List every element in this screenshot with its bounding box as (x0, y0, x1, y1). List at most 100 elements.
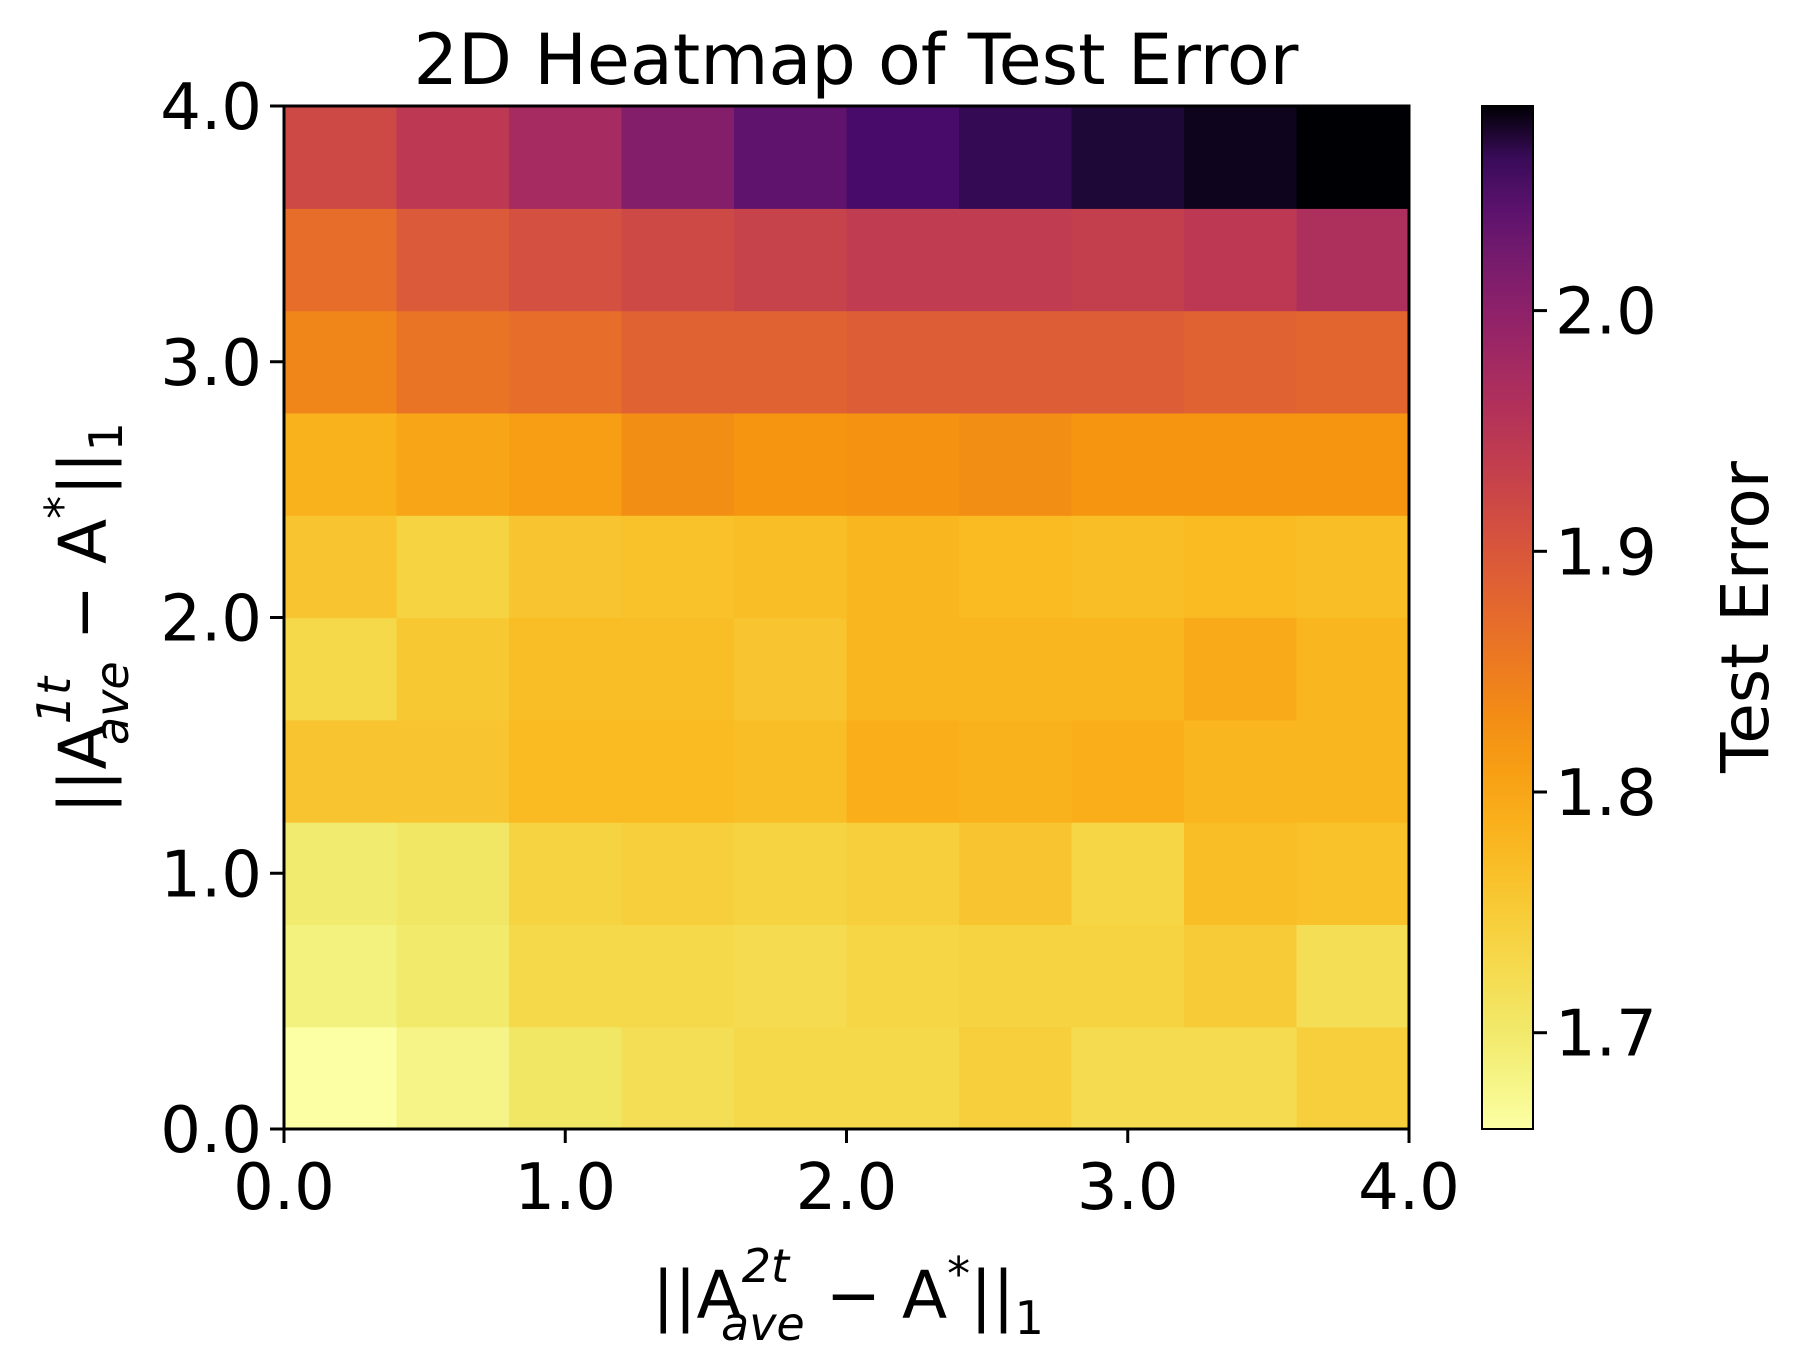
heatmap-cell (509, 924, 623, 1028)
heatmap-cell (734, 412, 848, 516)
heatmap-cell (1071, 719, 1185, 823)
heatmap-cell (1184, 1026, 1298, 1130)
heatmap-cell (621, 617, 735, 721)
x-tick-label: 2.0 (796, 1151, 898, 1225)
y-tick-label: 1.0 (160, 838, 262, 912)
heatmap-cell (959, 412, 1073, 516)
heatmap-cell (846, 208, 960, 312)
heatmap-cell (959, 106, 1073, 209)
heatmap-cell (509, 310, 623, 414)
heatmap-cell (959, 310, 1073, 414)
x-axis-label-sub: ave (721, 1297, 805, 1351)
y-axis-label-open: ||A (45, 724, 122, 814)
heatmap-cell (509, 515, 623, 619)
heatmap-cell (734, 1026, 848, 1130)
colorbar-tick-label: 1.7 (1555, 998, 1657, 1072)
heatmap-cell (1184, 719, 1298, 823)
heatmap-cell (396, 106, 510, 209)
x-tick-label: 3.0 (1077, 1151, 1179, 1225)
x-axis-label-star: * (947, 1247, 970, 1301)
heatmap-cell (959, 924, 1073, 1028)
heatmap-cell (284, 208, 398, 312)
heatmap-cell (1296, 617, 1410, 721)
heatmap-cell (959, 1026, 1073, 1130)
heatmap-cell (284, 412, 398, 516)
heatmap-cell (509, 822, 623, 925)
heatmap-cell (509, 106, 623, 209)
heatmap-cell (1184, 515, 1298, 619)
heatmap-cell (396, 617, 510, 721)
heatmap-cell (734, 106, 848, 209)
heatmap-cell (846, 310, 960, 414)
heatmap-cell (621, 515, 735, 619)
y-axis-label: ||A1tave − A*||1 (27, 422, 139, 814)
heatmap-cell (1296, 106, 1410, 209)
heatmap-cell (1071, 208, 1185, 312)
heatmap-cell (1184, 412, 1298, 516)
heatmap-cell (846, 822, 960, 925)
heatmap-cell (509, 719, 623, 823)
heatmap-cell (396, 515, 510, 619)
heatmap-cell (846, 515, 960, 619)
heatmap-cell (1071, 1026, 1185, 1130)
heatmap-cell (1296, 208, 1410, 312)
y-axis-label-star: * (35, 496, 89, 519)
heatmap-cell (1184, 208, 1298, 312)
heatmap-cell (284, 1026, 398, 1130)
heatmap-cell (1071, 412, 1185, 516)
heatmap-cell (621, 924, 735, 1028)
heatmap-cell (734, 515, 848, 619)
y-axis-label-close: || (45, 451, 122, 495)
heatmap-cell (396, 1026, 510, 1130)
heatmap-cell (509, 1026, 623, 1130)
colorbar-frame (1481, 105, 1534, 1130)
heatmap-cell (959, 617, 1073, 721)
heatmap-cell (284, 515, 398, 619)
y-tick-label: 3.0 (160, 327, 262, 401)
heatmap-cell (284, 106, 398, 209)
heatmap-cell (284, 617, 398, 721)
heatmap-cell (1296, 719, 1410, 823)
heatmap-cell (846, 617, 960, 721)
heatmap-cell (846, 412, 960, 516)
heatmap-cell (284, 719, 398, 823)
x-tick-label: 0.0 (233, 1151, 335, 1225)
heatmap-cell (1071, 310, 1185, 414)
heatmap-cell (1296, 822, 1410, 925)
y-tick-label: 4.0 (160, 71, 262, 145)
heatmap-cell (396, 924, 510, 1028)
heatmap-cell (1184, 617, 1298, 721)
heatmap-cell (734, 617, 848, 721)
heatmap-cell (1071, 106, 1185, 209)
heatmap-cell (1296, 515, 1410, 619)
heatmap-cell (1184, 822, 1298, 925)
y-tick-label: 0.0 (160, 1094, 262, 1168)
heatmap-cell (959, 822, 1073, 925)
heatmap-cell (621, 106, 735, 209)
colorbar-label: Test Error (1707, 460, 1784, 774)
heatmap-cell (621, 719, 735, 823)
heatmap-cell (621, 208, 735, 312)
heatmap-cell (1184, 310, 1298, 414)
heatmap-cell (284, 924, 398, 1028)
colorbar-tick-label: 1.9 (1555, 516, 1657, 590)
x-axis-label-mid: − A (805, 1257, 947, 1334)
heatmap-cell (1296, 1026, 1410, 1130)
heatmap-cell (509, 617, 623, 721)
heatmap-cell (509, 412, 623, 516)
colorbar-gradient (1482, 106, 1533, 1129)
heatmap-cell (284, 310, 398, 414)
x-tick-label: 1.0 (514, 1151, 616, 1225)
heatmap-cell (509, 208, 623, 312)
heatmap-cell (1071, 617, 1185, 721)
y-axis-label-sup: 1t (27, 675, 81, 724)
heatmap-cell (959, 208, 1073, 312)
colorbar-tick-label: 1.8 (1555, 757, 1657, 831)
x-axis-label-close: || (970, 1257, 1014, 1334)
heatmap-cell (396, 310, 510, 414)
heatmap-cell (846, 1026, 960, 1130)
heatmap-cell (1184, 106, 1298, 209)
chart-title: 2D Heatmap of Test Error (414, 19, 1299, 101)
heatmap-cell (1184, 924, 1298, 1028)
